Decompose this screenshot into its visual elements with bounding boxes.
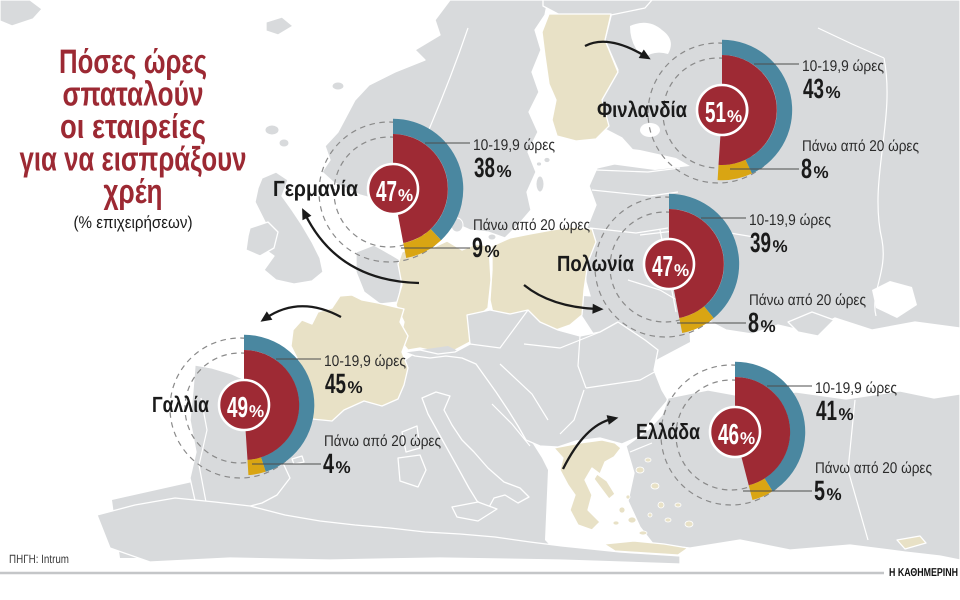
svg-text:Η ΚΑΘΗΜΕΡΙΝΗ: Η ΚΑΘΗΜΕΡΙΝΗ	[889, 567, 958, 579]
svg-text:47: 47	[652, 251, 673, 283]
svg-text:41: 41	[816, 395, 837, 426]
svg-text:Γαλλία: Γαλλία	[152, 392, 209, 417]
svg-text:Φινλανδία: Φινλανδία	[597, 97, 687, 122]
svg-text:10-19,9 ώρες: 10-19,9 ώρες	[749, 212, 831, 229]
svg-text:χρέη: χρέη	[104, 173, 163, 211]
svg-text:%: %	[814, 163, 829, 182]
svg-text:ΠΗΓΗ: Intrum: ΠΗΓΗ: Intrum	[9, 552, 69, 566]
svg-text:9: 9	[472, 232, 483, 263]
svg-text:%: %	[827, 485, 842, 504]
svg-text:43: 43	[803, 73, 824, 104]
svg-text:σπαταλούν: σπαταλούν	[63, 76, 204, 114]
svg-text:%: %	[348, 378, 363, 397]
svg-text:%: %	[727, 107, 742, 126]
svg-text:%: %	[249, 402, 264, 421]
svg-text:(% επιχειρήσεων): (% επιχειρήσεων)	[74, 213, 193, 232]
svg-text:Γερμανία: Γερμανία	[273, 176, 358, 201]
svg-text:%: %	[773, 237, 788, 256]
svg-text:Πάνω από 20 ώρες: Πάνω από 20 ώρες	[749, 292, 866, 309]
svg-text:38: 38	[474, 152, 495, 183]
svg-text:%: %	[497, 162, 512, 181]
svg-text:39: 39	[750, 227, 771, 258]
svg-text:46: 46	[718, 419, 739, 451]
svg-text:10-19,9 ώρες: 10-19,9 ώρες	[324, 353, 406, 370]
svg-text:5: 5	[814, 475, 825, 506]
svg-text:8: 8	[801, 153, 812, 184]
svg-text:45: 45	[325, 368, 346, 399]
svg-text:%: %	[674, 261, 689, 280]
svg-text:51: 51	[705, 97, 726, 129]
svg-text:Πολωνία: Πολωνία	[557, 251, 634, 276]
svg-text:10-19,9 ώρες: 10-19,9 ώρες	[802, 58, 884, 75]
svg-text:10-19,9 ώρες: 10-19,9 ώρες	[815, 380, 897, 397]
svg-text:για να εισπράξουν: για να εισπράξουν	[20, 141, 247, 179]
svg-text:49: 49	[227, 392, 248, 424]
svg-text:4: 4	[323, 448, 334, 479]
svg-text:%: %	[336, 458, 351, 477]
svg-text:Πάνω από 20 ώρες: Πάνω από 20 ώρες	[324, 433, 441, 450]
svg-text:οι εταιρείες: οι εταιρείες	[60, 108, 206, 146]
svg-text:8: 8	[748, 307, 759, 338]
svg-text:Πάνω από 20 ώρες: Πάνω από 20 ώρες	[802, 138, 919, 155]
svg-text:10-19,9 ώρες: 10-19,9 ώρες	[473, 137, 555, 154]
svg-text:%: %	[839, 405, 854, 424]
svg-text:Πάνω από 20 ώρες: Πάνω από 20 ώρες	[473, 217, 590, 234]
svg-text:Πόσες ώρες: Πόσες ώρες	[59, 43, 207, 81]
svg-text:%: %	[740, 429, 755, 448]
svg-text:Πάνω από 20 ώρες: Πάνω από 20 ώρες	[815, 460, 932, 477]
svg-text:47: 47	[376, 176, 397, 208]
svg-text:%: %	[761, 317, 776, 336]
svg-text:Ελλάδα: Ελλάδα	[636, 419, 700, 444]
svg-text:%: %	[826, 83, 841, 102]
svg-text:%: %	[485, 242, 500, 261]
svg-text:%: %	[398, 186, 413, 205]
